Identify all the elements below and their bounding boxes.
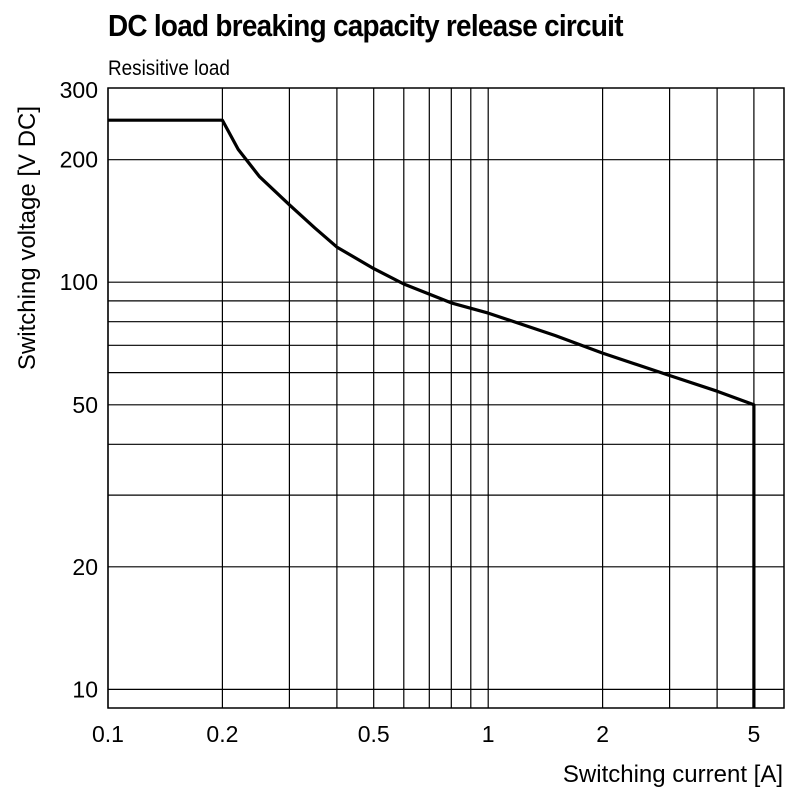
series-line [108,118,756,708]
y-tick-label: 20 [72,554,98,580]
y-tick-label: 100 [60,269,98,295]
y-tick-label: 50 [72,392,98,418]
x-tick-labels: 0.1 0.2 0.5 1 2 5 [92,721,760,747]
x-tick-label: 0.1 [92,721,124,747]
y-tick-label: 10 [72,676,98,702]
x-tick-label: 0.5 [358,721,390,747]
y-axis-label: Switching voltage [V DC] [14,106,41,370]
y-tick-label: 200 [60,147,98,173]
x-tick-label: 1 [482,721,495,747]
x-axis-label: Switching current [A] [563,761,783,788]
plot-frame [107,87,785,709]
x-tick-label: 0.2 [206,721,238,747]
x-tick-label: 2 [596,721,609,747]
chart-subtitle: Resisitive load [108,57,230,80]
y-tick-labels: 300 200 100 50 20 10 [60,77,98,702]
chart-title: DC load breaking capacity release circui… [108,8,623,43]
series-layer [108,118,756,708]
x-tick-label: 5 [748,721,761,747]
y-tick-label: 300 [60,77,98,103]
grid-lines [107,88,784,708]
